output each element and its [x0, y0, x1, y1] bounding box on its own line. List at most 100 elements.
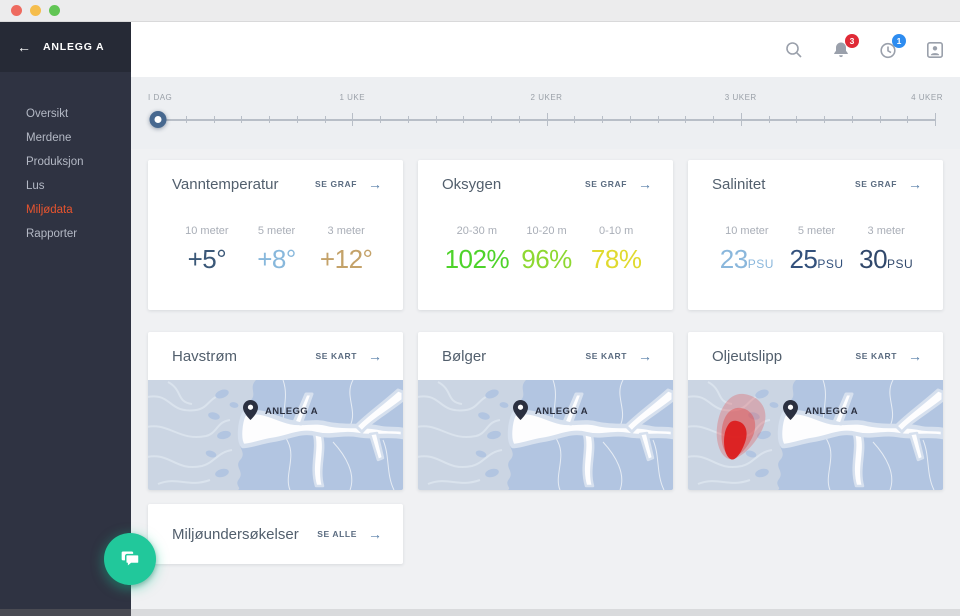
fullscreen-window-button[interactable]	[49, 5, 60, 16]
map-pin: ANLEGG A	[243, 400, 318, 420]
chat-bubbles-icon	[121, 551, 140, 569]
se-graf-link[interactable]: SE GRAF →	[315, 176, 382, 192]
stat-temp-5m: 5 meter +8°	[257, 225, 296, 274]
timeline-labels: I DAG 1 UKE 2 UKER 3 UKER 4 UKER	[148, 93, 943, 104]
timeline-tick	[935, 113, 936, 126]
card-oljeutslipp: Oljeutslipp SE KART →	[688, 332, 943, 490]
stat-temp-3m: 3 meter +12°	[319, 225, 373, 274]
pin-label: ANLEGG A	[265, 406, 318, 417]
card-title: Miljøundersøkelser	[172, 525, 299, 543]
timeline-tick	[241, 116, 243, 123]
timeline-tick	[907, 116, 909, 123]
timeline-tick	[657, 116, 659, 123]
cards-grid: Vanntemperatur SE GRAF → 10 meter +5°	[131, 149, 960, 564]
location-pin-icon	[513, 400, 528, 420]
stat-salinity-10m: 10 meter 23PSU	[719, 225, 774, 274]
arrow-right-icon: →	[368, 348, 382, 364]
search-icon[interactable]	[784, 40, 804, 60]
stat-oxygen-0-10m: 0-10 m 78%	[590, 225, 642, 274]
facility-back-header[interactable]: ← ANLEGG A	[0, 22, 131, 72]
history-count-badge: 1	[892, 33, 906, 48]
timeline-tick	[491, 116, 492, 123]
stat-temp-10m: 10 meter +5°	[185, 225, 229, 274]
timeline-slider-handle[interactable]	[149, 111, 167, 128]
timeline-tick	[463, 116, 465, 123]
main-content: 3 1 I DAG	[131, 22, 960, 609]
card-title: Oksygen	[442, 175, 502, 193]
timeline-tick	[296, 116, 298, 123]
topbar: 3 1	[131, 22, 960, 77]
card-title: Oljeutslipp	[712, 347, 783, 365]
sidebar-item-produksjon[interactable]: Produksjon	[26, 156, 84, 168]
se-kart-link[interactable]: SE KART →	[855, 348, 922, 364]
chat-fab-button[interactable]	[104, 533, 156, 585]
se-graf-link[interactable]: SE GRAF →	[585, 176, 652, 192]
card-bolger: Bølger SE KART → ANLEGG A	[418, 332, 673, 490]
map-pin: ANLEGG A	[783, 400, 858, 420]
timeline-label-4-weeks: 4 UKER	[911, 93, 943, 102]
timeline-label-2-weeks: 2 UKER	[530, 93, 563, 102]
timeline-tick	[879, 116, 881, 123]
timeline-label-today: I DAG	[148, 93, 173, 102]
facility-name: ANLEGG A	[43, 41, 105, 53]
timeline-tick	[602, 116, 603, 123]
timeline-tick	[685, 116, 687, 123]
timeline-tick	[185, 116, 187, 123]
timeline-tick	[324, 116, 326, 123]
account-profile-icon[interactable]	[925, 40, 945, 60]
map-pin: ANLEGG A	[513, 400, 588, 420]
sidebar-menu: Oversikt Merdene Produksjon Lus Miljødat…	[0, 72, 131, 246]
minimize-window-button[interactable]	[30, 5, 41, 16]
timeline-tick	[768, 116, 770, 123]
sidebar-item-merdene[interactable]: Merdene	[26, 132, 72, 144]
notifications-bell-icon[interactable]: 3	[831, 33, 859, 60]
card-title: Salinitet	[712, 175, 766, 193]
card-oksygen: Oksygen SE GRAF → 20-30 m 102%	[418, 160, 673, 310]
card-title: Havstrøm	[172, 347, 237, 365]
timeline-tick	[435, 116, 437, 123]
notifications-count-badge: 3	[845, 33, 859, 48]
card-title: Vanntemperatur	[172, 175, 279, 193]
stat-salinity-5m: 5 meter 25PSU	[789, 225, 844, 274]
timeline-tick	[407, 116, 409, 123]
se-kart-link[interactable]: SE KART →	[585, 348, 652, 364]
timeline-tick	[213, 116, 215, 123]
sidebar: ← ANLEGG A Oversikt Merdene Produksjon L…	[0, 22, 131, 609]
oljeutslipp-map: ANLEGG A	[688, 380, 943, 490]
arrow-right-icon: →	[368, 526, 382, 542]
timeline-tick	[269, 116, 270, 123]
timeline-tick	[713, 116, 714, 123]
timeline-section: I DAG 1 UKE 2 UKER 3 UKER 4 UKER	[131, 77, 960, 149]
sidebar-item-oversikt[interactable]: Oversikt	[26, 108, 69, 120]
timeline-tick	[380, 116, 381, 123]
arrow-right-icon: →	[908, 348, 922, 364]
timeline-tick	[546, 113, 548, 126]
timeline-label-3-weeks: 3 UKER	[724, 93, 757, 102]
arrow-right-icon: →	[638, 176, 652, 192]
close-window-button[interactable]	[11, 5, 22, 16]
timeline-track[interactable]	[149, 107, 936, 133]
se-kart-link[interactable]: SE KART →	[315, 348, 382, 364]
oil-spill-overlay	[716, 393, 766, 460]
timeline-label-1-week: 1 UKE	[339, 93, 366, 102]
history-clock-icon[interactable]: 1	[878, 33, 906, 60]
location-pin-icon	[783, 400, 798, 420]
timeline-tick	[796, 116, 798, 123]
pin-label: ANLEGG A	[805, 406, 858, 417]
se-graf-link[interactable]: SE GRAF →	[855, 176, 922, 192]
sidebar-item-rapporter[interactable]: Rapporter	[26, 228, 78, 240]
pin-label: ANLEGG A	[535, 406, 588, 417]
timeline-tick	[518, 116, 520, 123]
sidebar-item-lus[interactable]: Lus	[26, 180, 45, 192]
back-arrow-icon[interactable]: ←	[17, 39, 31, 55]
sidebar-item-miljodata[interactable]: Miljødata	[26, 204, 73, 216]
stat-oxygen-10-20m: 10-20 m 96%	[521, 225, 572, 274]
havstrom-map: ANLEGG A	[148, 380, 403, 490]
arrow-right-icon: →	[638, 348, 652, 364]
stat-salinity-3m: 3 meter 30PSU	[859, 225, 914, 274]
timeline-tick	[629, 116, 631, 123]
card-havstrom: Havstrøm SE KART → ANLEGG A	[148, 332, 403, 490]
window-bottom-edge	[0, 609, 960, 616]
se-alle-link[interactable]: SE ALLE →	[317, 526, 382, 542]
